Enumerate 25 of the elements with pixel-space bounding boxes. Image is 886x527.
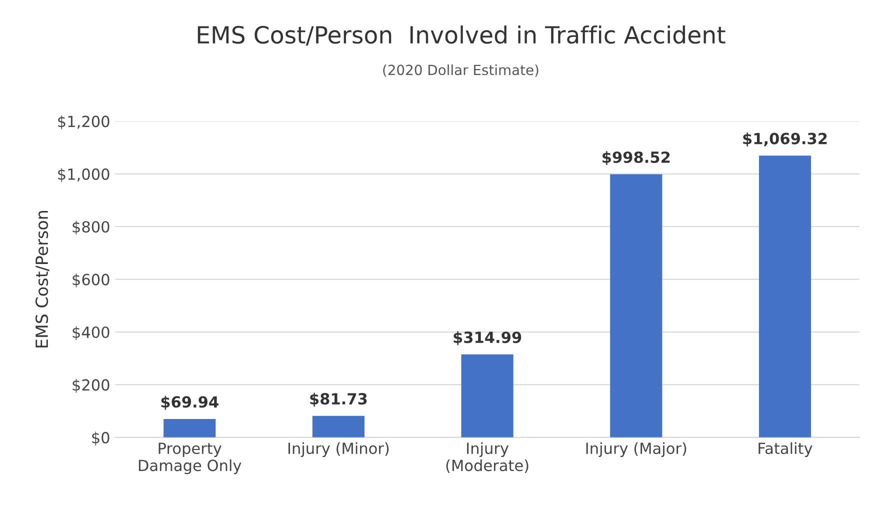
bar (461, 354, 514, 438)
y-axis-title: EMS Cost/Person (35, 211, 50, 348)
bar (312, 416, 364, 438)
data-label: $1,069.32 (743, 132, 827, 146)
y-tick-label: $1,000 (58, 168, 110, 182)
x-tick-label: Injury (Moderate) (446, 442, 528, 473)
bar (610, 174, 662, 438)
bar (758, 156, 812, 438)
data-label: $69.94 (161, 396, 218, 410)
bar (164, 418, 216, 438)
y-tick-label: $400 (72, 326, 110, 340)
x-tick-label: Injury (Major) (586, 442, 686, 458)
x-tick-label: Property Damage Only (138, 442, 242, 474)
y-tick-label: $800 (72, 220, 110, 235)
data-label: $81.73 (310, 392, 367, 407)
y-tick-label: $1,200 (58, 115, 110, 130)
y-tick-label: $200 (72, 378, 110, 393)
x-tick-label: Injury (Minor) (288, 442, 389, 458)
data-label: $998.52 (602, 151, 670, 166)
data-label: $314.99 (454, 331, 522, 346)
chart-title: EMS Cost/Person Involved in Traffic Accident (198, 25, 726, 46)
y-tick-label: $600 (72, 274, 110, 288)
x-tick-label: Fatality (758, 442, 812, 458)
chart-subtitle: (2020 Dollar Estimate) (383, 64, 538, 77)
y-tick-label: $0 (92, 432, 110, 446)
